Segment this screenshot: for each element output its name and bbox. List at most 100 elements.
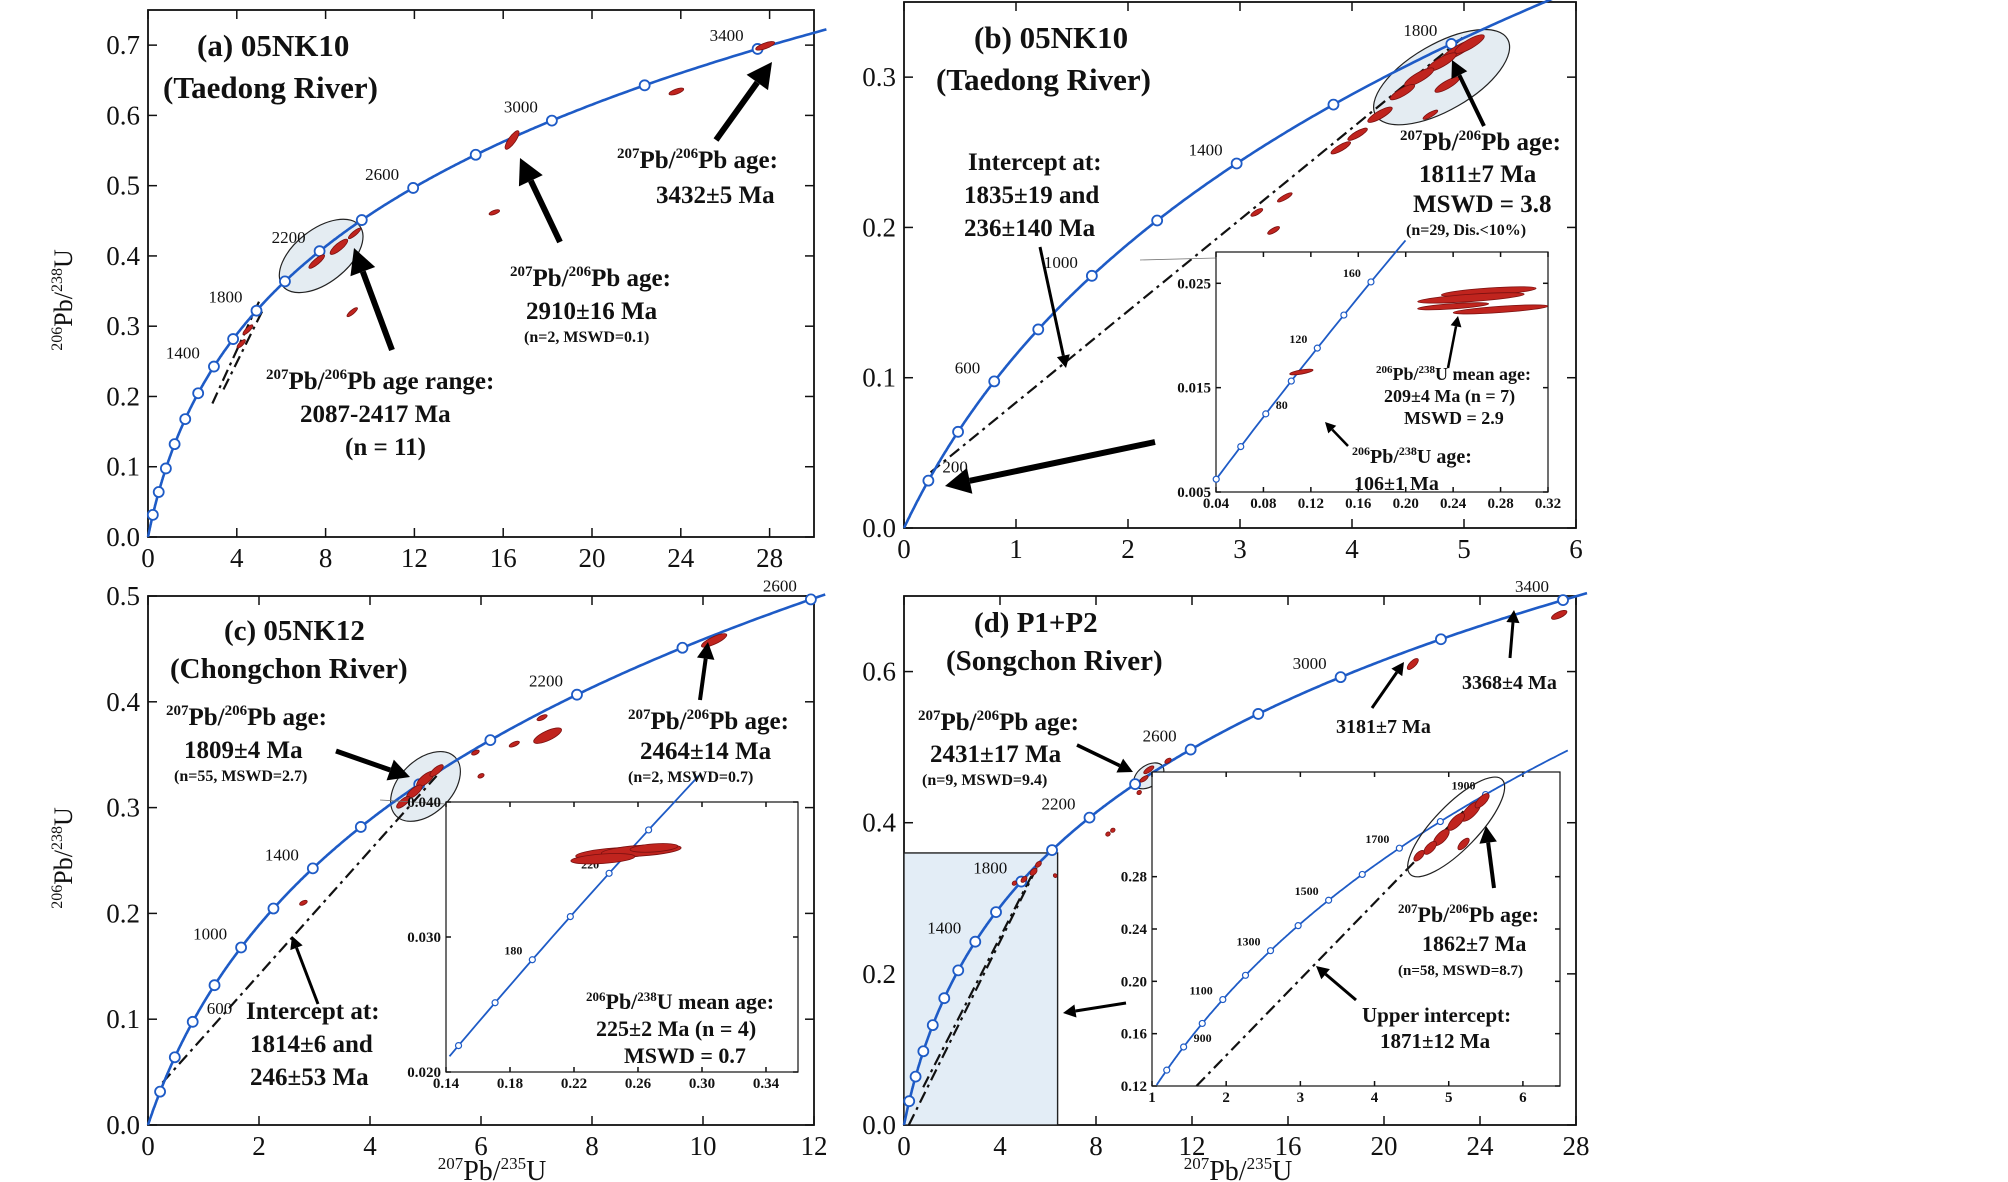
panel-c-x-tick-label: 2	[252, 1131, 266, 1161]
panel-a-arrow-range-head	[350, 248, 376, 277]
panel-a-arrow-3432-head	[746, 62, 772, 91]
panel-c-concordia-age-marker	[484, 734, 497, 747]
panel-d-data-ellipse	[1034, 860, 1042, 868]
panel-a-y-tick-label: 0.1	[106, 452, 140, 482]
panel-a-y-tick-label: 0.3	[106, 311, 140, 341]
panel-d-inset-concordia-label: 1900	[1452, 779, 1476, 793]
panel-c-x-tick-label: 6	[474, 1131, 488, 1161]
panel-d-inset-arrow-age-head	[1479, 826, 1497, 844]
panel-c-data-ellipse	[477, 773, 485, 779]
panel-a-annotation-range-note: (n = 11)	[345, 434, 426, 461]
panel-d-inset-concordia-label: 900	[1194, 1031, 1212, 1045]
panel-c-inset-concordia-age-marker	[491, 999, 499, 1007]
panel-a-y-tick-label: 0.5	[106, 171, 140, 201]
panel-d-inset-concordia-age-marker	[1241, 971, 1250, 979]
panel-c-inset-x-tick-label: 0.22	[561, 1076, 587, 1092]
panel-a-concordia-age-marker	[355, 214, 368, 226]
panel-d-data-ellipse	[1020, 875, 1028, 883]
panel-d-x-axis-title: 207Pb/235U	[1184, 1154, 1293, 1182]
panel-d-inset-y-tick-label: 0.28	[1121, 870, 1147, 886]
panel-d-arrow-3368-shaft	[1508, 622, 1515, 659]
panel-b-inset-x-tick-label: 0.12	[1298, 496, 1324, 512]
panel-c-inset-concordia-age-marker	[645, 826, 653, 834]
panel-d-concordia-age-marker	[1557, 594, 1569, 607]
panel-d-inset-x-tick-label: 1	[1148, 1090, 1156, 1106]
panel-b-data-ellipse	[1422, 109, 1439, 120]
panel-a-annotation-3432-label: 207Pb/206Pb age:	[617, 146, 778, 174]
panel-c-intercept-label: Intercept at:	[246, 998, 380, 1025]
panel-a-arrow-2910-head	[518, 158, 543, 187]
panel-a-concordia-label: 1400	[166, 344, 200, 363]
panel-c-concordia-age-marker	[267, 902, 280, 915]
panel-c-arrow-1809-shaft	[335, 748, 392, 773]
panel-a-x-tick-label: 16	[490, 543, 517, 573]
panel-d-y-tick-label: 0.6	[862, 657, 896, 687]
panel-d-concordia-label: 2200	[1042, 795, 1076, 814]
panel-b-inset-concordia-label: 160	[1343, 266, 1361, 280]
panel-c-data-ellipse	[533, 727, 562, 744]
panel-b-y-tick-label: 0.2	[862, 212, 896, 242]
panel-a-concordia-age-marker	[545, 114, 558, 127]
panel-b-x-tick-label: 3	[1233, 534, 1247, 564]
panel-c-y-tick-label: 0.4	[106, 687, 140, 717]
panel-b-inset-y-tick-label: 0.025	[1177, 276, 1211, 292]
panel-c-age-2464-note: (n=2, MSWD=0.7)	[628, 769, 753, 786]
panel-c-x-tick-label: 8	[585, 1131, 599, 1161]
panel-a-concordia-age-marker	[146, 508, 159, 521]
panel-d-inset-concordia-age-marker	[1294, 922, 1302, 930]
panel-b-inset-data-ellipse	[1417, 302, 1490, 311]
panel-c-intercept-value-1: 1814±6 and	[250, 1031, 373, 1058]
panel-d-inset-age-note: (n=58, MSWD=8.7)	[1398, 963, 1523, 979]
panel-d-concordia-age-marker	[903, 1095, 916, 1108]
panel-d-inset-x-tick-label: 3	[1297, 1090, 1305, 1106]
panel-c-discordia-line	[161, 775, 438, 1084]
panel-c-concordia-age-marker	[804, 593, 817, 606]
panel-b-y-tick-label: 0.1	[862, 363, 896, 393]
panel-a-arrow-2910-shaft	[528, 179, 563, 244]
panel-b-concordia-age-marker	[1085, 269, 1098, 282]
panel-b-data-ellipse	[1347, 127, 1368, 141]
panel-d-concordia-age-marker	[1046, 844, 1058, 856]
panel-b-age-mswd: MSWD = 3.8	[1413, 191, 1552, 218]
panel-b-data-ellipse	[1454, 34, 1485, 54]
panel-c-inset-mean-value: 225±2 Ma (n = 4)	[596, 1016, 756, 1041]
panel-d-inset-concordia-age-marker	[1180, 1043, 1188, 1051]
panel-a-data-ellipse	[308, 254, 325, 269]
panel-d-data-ellipse	[1164, 757, 1172, 764]
panel-a-x-tick-label: 4	[230, 543, 244, 573]
panel-c-x-tick-label: 10	[690, 1131, 717, 1161]
panel-d-age-2431-note: (n=9, MSWD=9.4)	[922, 772, 1047, 789]
panel-a-x-tick-label: 8	[319, 543, 333, 573]
panel-c-subtitle: (Chongchon River)	[170, 653, 408, 685]
panel-c-age-1809-value: 1809±4 Ma	[184, 737, 303, 764]
panel-a-y-tick-label: 0.7	[106, 30, 140, 60]
panel-c-concordia-age-marker	[235, 941, 247, 954]
panel-d-concordia-age-marker	[926, 1019, 939, 1032]
panel-c-intercept-value-2: 246±53 Ma	[250, 1064, 369, 1091]
panel-a-x-tick-label: 12	[401, 543, 428, 573]
panel-a-concordia-label: 3400	[710, 26, 744, 45]
panel-d-inset-data-ellipse	[1423, 841, 1437, 855]
panel-d-data-ellipse	[1143, 765, 1155, 775]
panel-a-concordia-age-marker	[159, 462, 172, 475]
panel-a-annotation-2910-label: 207Pb/206Pb age:	[510, 264, 671, 292]
panel-c-inset-x-tick-label: 0.30	[689, 1076, 715, 1092]
panel-b-inset-mean-label: 206Pb/238U mean age:	[1376, 364, 1531, 384]
panel-c-inset-mean-label: 206Pb/238U mean age:	[586, 989, 774, 1014]
panel-d-inset-concordia-label: 1100	[1189, 984, 1212, 998]
panel-c-age-1809-note: (n=55, MSWD=2.7)	[174, 768, 307, 785]
panel-b-y-tick-label: 0.3	[862, 62, 896, 92]
panel-b-inset-concordia-age-marker	[1262, 410, 1270, 418]
panel-d-age-3181: 3181±7 Ma	[1336, 716, 1431, 738]
panel-b-inset-data-ellipse	[1452, 304, 1549, 315]
panel-c-age-2464-value: 2464±14 Ma	[640, 738, 772, 765]
panel-c-concordia-age-marker	[571, 688, 583, 701]
panel-b: 0 1 2 3 4 5 6 0.0 0.1 0.2 0.3 200 600 1000 1400 1800 0.0…	[862, 0, 1583, 564]
panel-c-inset-connector	[379, 799, 447, 805]
panel-b-concordia-age-marker	[1230, 157, 1243, 170]
panel-b-inset-concordia-age-marker	[1212, 475, 1220, 483]
panel-b-inset-x-tick-label: 0.16	[1345, 496, 1372, 512]
panel-a-data-ellipse	[329, 238, 349, 255]
panel-a-concordia-label: 2200	[272, 228, 306, 247]
panel-b-inset-x-tick-label: 0.28	[1487, 496, 1513, 512]
